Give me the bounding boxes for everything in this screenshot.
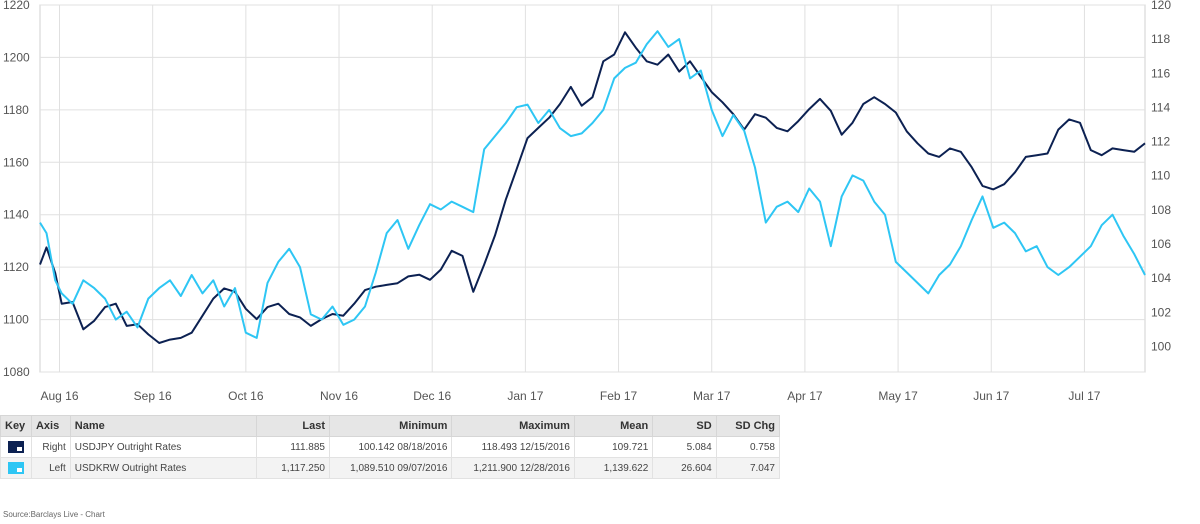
left-axis-ticks: 1080 1100 1120 1140 1160 1180 1200 1220 bbox=[3, 0, 30, 379]
name-cell: USDKRW Outright Rates bbox=[69, 457, 257, 479]
legend-header-row: Key Axis Name Last Minimum Maximum Mean … bbox=[0, 415, 781, 437]
x-tick-label: Jan 17 bbox=[507, 389, 543, 403]
key-cell bbox=[0, 457, 32, 479]
right-tick-label: 108 bbox=[1151, 203, 1171, 217]
minimum-cell: 100.142 08/18/2016 bbox=[328, 436, 453, 458]
axis-cell: Left bbox=[30, 457, 71, 479]
x-tick-label: Jun 17 bbox=[973, 389, 1009, 403]
left-tick-label: 1160 bbox=[3, 155, 29, 169]
right-tick-label: 114 bbox=[1151, 100, 1170, 114]
legend-table: Key Axis Name Last Minimum Maximum Mean … bbox=[0, 415, 781, 479]
header-sd-chg: SD Chg bbox=[715, 415, 781, 437]
right-tick-label: 106 bbox=[1151, 237, 1171, 251]
header-minimum: Minimum bbox=[328, 415, 453, 437]
series-line-usdjpy-outright-rates bbox=[39, 31, 1146, 344]
series-color-swatch-icon bbox=[7, 441, 24, 453]
minimum-cell: 1,089.510 09/07/2016 bbox=[328, 457, 453, 479]
line-chart: 1080 1100 1120 1140 1160 1180 1200 1220 100 102 1… bbox=[3, 0, 1171, 403]
header-last: Last bbox=[255, 415, 331, 437]
left-tick-label: 1100 bbox=[3, 313, 29, 327]
right-tick-label: 100 bbox=[1151, 339, 1171, 353]
x-tick-label: Aug 16 bbox=[40, 389, 78, 403]
sd-cell: 5.084 bbox=[652, 436, 717, 458]
series-line-usdkrw-outright-rates bbox=[39, 30, 1146, 339]
x-tick-label: Oct 16 bbox=[228, 389, 264, 403]
maximum-cell: 118.493 12/15/2016 bbox=[451, 436, 575, 458]
left-tick-label: 1080 bbox=[3, 365, 30, 379]
grid-lines bbox=[40, 4, 1145, 373]
right-tick-label: 104 bbox=[1151, 271, 1171, 285]
header-maximum: Maximum bbox=[451, 415, 575, 437]
last-cell: 111.885 bbox=[255, 436, 331, 458]
right-tick-label: 112 bbox=[1151, 135, 1170, 149]
x-tick-label: May 17 bbox=[878, 389, 918, 403]
name-cell: USDJPY Outright Rates bbox=[69, 436, 257, 458]
left-tick-label: 1140 bbox=[3, 208, 29, 222]
x-tick-label: Sep 16 bbox=[134, 389, 172, 403]
sd-chg-cell: 0.758 bbox=[715, 436, 781, 458]
maximum-cell: 1,211.900 12/28/2016 bbox=[451, 457, 575, 479]
left-tick-label: 1200 bbox=[3, 50, 30, 64]
x-tick-label: Dec 16 bbox=[413, 389, 451, 403]
header-axis: Axis bbox=[30, 415, 71, 437]
header-sd: SD bbox=[652, 415, 717, 437]
left-tick-label: 1220 bbox=[3, 0, 30, 12]
sd-chg-cell: 7.047 bbox=[715, 457, 781, 479]
key-cell bbox=[0, 436, 32, 458]
legend-row-usdkrw: Left USDKRW Outright Rates 1,117.250 1,0… bbox=[0, 457, 781, 479]
last-cell: 1,117.250 bbox=[255, 457, 331, 479]
right-tick-label: 116 bbox=[1151, 66, 1170, 80]
header-key: Key bbox=[0, 415, 32, 437]
x-tick-label: Feb 17 bbox=[600, 389, 638, 403]
x-tick-label: Mar 17 bbox=[693, 389, 731, 403]
mean-cell: 1,139.622 bbox=[573, 457, 654, 479]
right-tick-label: 110 bbox=[1151, 169, 1170, 183]
left-tick-label: 1180 bbox=[3, 103, 29, 117]
header-name: Name bbox=[69, 415, 257, 437]
plot-frame bbox=[39, 4, 1146, 373]
x-tick-label: Jul 17 bbox=[1068, 389, 1100, 403]
header-mean: Mean bbox=[573, 415, 654, 437]
mean-cell: 109.721 bbox=[573, 436, 654, 458]
left-tick-label: 1120 bbox=[3, 260, 29, 274]
series-lines bbox=[39, 30, 1146, 344]
right-tick-label: 118 bbox=[1151, 32, 1170, 46]
right-tick-label: 120 bbox=[1151, 0, 1171, 12]
axis-cell: Right bbox=[30, 436, 71, 458]
source-note: Source:Barclays Live - Chart bbox=[3, 510, 105, 519]
x-tick-label: Apr 17 bbox=[787, 389, 823, 403]
x-tick-label: Nov 16 bbox=[320, 389, 358, 403]
right-axis-ticks: 100 102 104 106 108 110 112 114 116 118 120 bbox=[1151, 0, 1171, 353]
right-tick-label: 102 bbox=[1151, 305, 1171, 319]
sd-cell: 26.604 bbox=[652, 457, 717, 479]
legend-row-usdjpy: Right USDJPY Outright Rates 111.885 100.… bbox=[0, 436, 781, 458]
series-color-swatch-icon bbox=[7, 462, 24, 474]
x-axis-labels: Aug 16 Sep 16 Oct 16 Nov 16 Dec 16 Jan 17 Feb … bbox=[40, 389, 1100, 403]
